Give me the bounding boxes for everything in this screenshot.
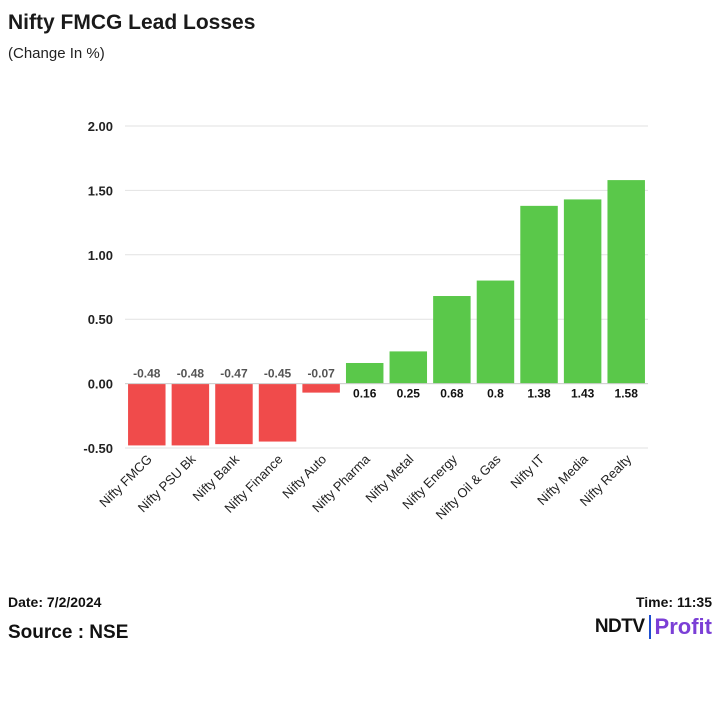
bar — [476, 280, 515, 384]
bar — [520, 205, 558, 384]
data-label: 1.38 — [527, 387, 551, 401]
logo-profit-text: Profit — [654, 614, 712, 639]
bar — [171, 383, 210, 446]
data-label: 0.8 — [487, 387, 504, 401]
logo-separator — [648, 615, 651, 639]
data-label: -0.48 — [177, 367, 205, 381]
data-label: 0.68 — [440, 387, 464, 401]
data-label: 0.25 — [397, 387, 421, 401]
x-tick-label: Nifty IT — [507, 451, 547, 491]
data-label: -0.48 — [133, 367, 161, 381]
data-label: 0.16 — [353, 387, 377, 401]
bar — [215, 383, 253, 445]
bar — [128, 383, 166, 446]
bar — [433, 296, 471, 384]
bar — [563, 199, 602, 384]
data-label: -0.07 — [307, 367, 335, 381]
ndtv-profit-logo: NDTV Profit — [595, 614, 712, 640]
y-tick-label: 0.00 — [88, 377, 113, 392]
logo-ndtv-text: NDTV — [594, 616, 645, 637]
bar — [389, 351, 428, 384]
footer-source: Source : NSE — [8, 622, 129, 643]
bar — [607, 180, 645, 384]
data-label: 1.43 — [571, 387, 595, 401]
y-tick-label: 1.00 — [88, 248, 113, 263]
y-tick-label: 1.50 — [88, 183, 113, 198]
y-tick-label: 0.50 — [88, 312, 113, 327]
chart-title: Nifty FMCG Lead Losses — [8, 11, 256, 34]
data-label: 1.58 — [615, 387, 639, 401]
footer-date: Date: 7/2/2024 — [8, 594, 102, 610]
bar — [302, 383, 340, 393]
y-tick-label: 2.00 — [88, 119, 113, 134]
bar — [258, 383, 297, 442]
chart-subtitle: (Change In %) — [8, 45, 105, 62]
footer-time: Time: 11:35 — [635, 594, 712, 610]
data-label: -0.45 — [264, 367, 292, 381]
y-tick-label: -0.50 — [83, 441, 113, 456]
bar — [345, 362, 384, 384]
data-label: -0.47 — [220, 367, 248, 381]
